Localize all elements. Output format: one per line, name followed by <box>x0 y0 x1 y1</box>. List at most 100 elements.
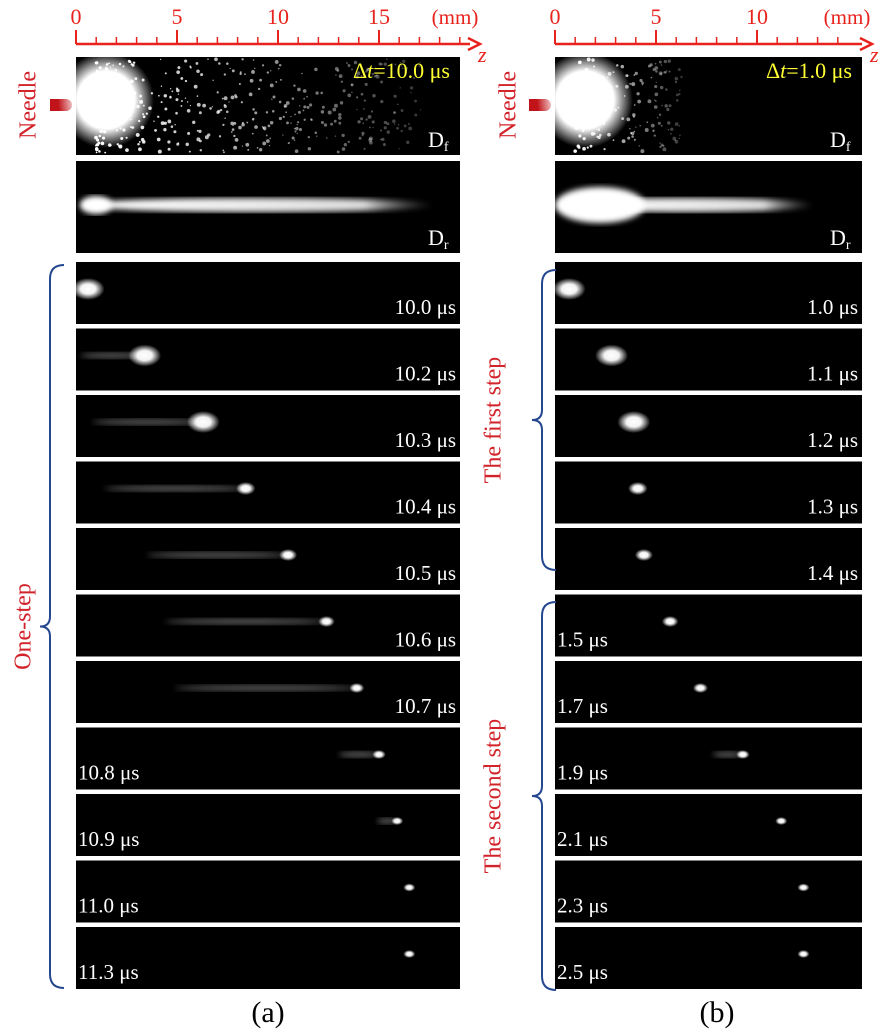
streamer-head <box>595 344 629 367</box>
particle <box>173 130 177 134</box>
particle <box>110 88 114 92</box>
particle <box>254 67 256 70</box>
particle <box>631 135 634 138</box>
particle <box>137 142 140 146</box>
particle <box>301 72 303 75</box>
particle <box>609 87 611 90</box>
particle <box>323 123 328 127</box>
particle <box>134 77 138 81</box>
particle <box>612 139 615 142</box>
particle <box>366 67 370 72</box>
particle <box>131 118 133 120</box>
particle <box>128 80 132 83</box>
particle <box>175 87 179 90</box>
particle <box>342 89 346 93</box>
particle <box>360 117 364 121</box>
particle <box>118 62 122 66</box>
particle <box>658 60 662 64</box>
frame-time: 10.3 μs <box>395 428 456 452</box>
frame-time: 10.6 μs <box>395 628 456 652</box>
particle <box>96 111 98 113</box>
needle-label: Needle <box>16 71 42 139</box>
particle <box>338 112 342 117</box>
needle-label: Needle <box>496 71 522 139</box>
particle <box>589 144 593 148</box>
particle <box>295 126 299 131</box>
particle <box>251 132 254 135</box>
streamer-head <box>552 278 586 300</box>
particle <box>283 105 287 108</box>
particle <box>209 107 212 110</box>
particle <box>373 74 377 78</box>
particle <box>380 80 383 84</box>
particle <box>596 118 600 122</box>
particle <box>100 141 105 146</box>
panel-label: (a) <box>251 996 284 1029</box>
particle <box>341 133 345 138</box>
particle <box>122 80 125 83</box>
particle <box>231 69 235 73</box>
frame-time: 1.5 μs <box>557 628 608 652</box>
particle <box>380 99 384 104</box>
particle <box>138 147 142 152</box>
streamer-head <box>617 411 651 433</box>
particle <box>593 65 596 68</box>
particle <box>660 72 663 75</box>
particle <box>195 62 199 65</box>
particle <box>334 66 339 71</box>
particle <box>230 131 233 133</box>
particle <box>590 118 594 122</box>
particle <box>667 128 670 131</box>
particle <box>582 77 585 80</box>
particle <box>185 142 189 147</box>
particle <box>326 137 328 139</box>
particle <box>104 151 107 154</box>
streamer-head <box>403 950 416 958</box>
particle <box>367 114 372 119</box>
particle <box>256 147 259 149</box>
particle <box>244 73 246 76</box>
particle <box>175 98 179 102</box>
particle <box>587 59 589 62</box>
particle <box>601 76 605 80</box>
particle <box>119 127 122 130</box>
particle <box>293 127 296 130</box>
frame-image <box>76 461 460 524</box>
particle <box>298 127 303 132</box>
particle <box>274 60 279 64</box>
particle <box>666 107 670 112</box>
particle <box>661 104 663 107</box>
particle <box>400 109 404 112</box>
tag-sub: f <box>846 140 851 155</box>
streamer-head <box>318 616 335 627</box>
streamer-head <box>372 750 386 759</box>
particle <box>110 115 114 119</box>
particle <box>380 129 383 132</box>
particle <box>184 79 188 83</box>
particle <box>307 147 312 151</box>
particle <box>167 147 171 151</box>
particle <box>637 99 642 104</box>
particle <box>333 119 337 123</box>
particle <box>233 145 238 150</box>
particle <box>252 108 255 111</box>
particle <box>180 105 183 107</box>
particle <box>278 116 283 121</box>
particle <box>293 139 296 141</box>
particle <box>112 95 115 98</box>
particle <box>309 103 313 107</box>
particle <box>94 147 99 152</box>
particle <box>623 95 626 97</box>
particle <box>234 95 238 99</box>
particle <box>198 111 202 115</box>
particle <box>163 121 167 125</box>
particle <box>575 114 580 119</box>
particle <box>269 83 274 88</box>
particle <box>591 58 595 62</box>
particle <box>196 95 199 98</box>
particle <box>620 64 625 69</box>
particle <box>131 126 135 129</box>
particle <box>223 103 226 107</box>
particle <box>582 146 586 151</box>
